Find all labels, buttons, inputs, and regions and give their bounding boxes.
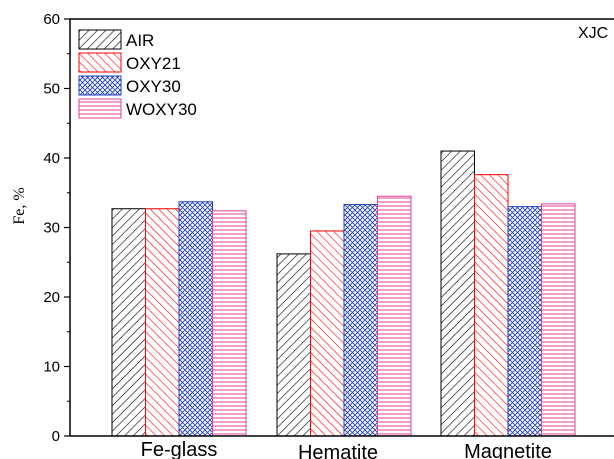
bar-oxy21-magnetite	[474, 174, 509, 437]
bar-oxy30-fe-glass	[178, 201, 213, 437]
bar-oxy30-hematite	[343, 204, 378, 437]
y-tick-label: 10	[43, 359, 60, 376]
legend-label-air: AIR	[126, 31, 154, 50]
x-category-label: Magnetite	[464, 441, 552, 459]
bar-oxy30-magnetite	[507, 206, 542, 437]
legend-label-oxy21: OXY21	[126, 54, 181, 73]
bars-layer	[111, 150, 576, 437]
axes-layer: 0 10 20 30 40 50 60 Fe-glass Hematite Magnetite	[43, 11, 614, 459]
y-tick-label: 30	[43, 220, 60, 237]
bar-woxy30-fe-glass	[212, 210, 247, 437]
legend-swatch-oxy21	[78, 52, 122, 73]
bar-air-fe-glass	[111, 208, 146, 437]
x-category-label: Fe-glass	[141, 439, 218, 459]
y-tick-label: 60	[43, 11, 60, 28]
x-category-label: Hematite	[298, 442, 378, 459]
bar-woxy30-magnetite	[541, 203, 576, 437]
y-axis-label: Fe, %	[11, 187, 28, 224]
legend-swatch-woxy30	[78, 98, 122, 119]
legend-swatch-air	[78, 29, 122, 50]
bar-woxy30-hematite	[377, 195, 412, 437]
bar-oxy21-fe-glass	[145, 208, 180, 437]
legend-label-woxy30: WOXY30	[126, 100, 197, 119]
corner-label: XJC	[578, 25, 608, 42]
y-tick-label: 20	[43, 289, 60, 306]
y-tick-label: 0	[52, 428, 60, 445]
bar-oxy21-hematite	[310, 230, 345, 437]
y-tick-label: 40	[43, 150, 60, 167]
legend-label-oxy30: OXY30	[126, 77, 181, 96]
legend-swatch-oxy30	[78, 75, 122, 96]
bar-air-hematite	[276, 253, 311, 437]
y-tick-label: 50	[43, 81, 60, 98]
bar-air-magnetite	[440, 150, 475, 437]
legend: AIR OXY21 OXY30 WOXY30	[78, 29, 197, 119]
